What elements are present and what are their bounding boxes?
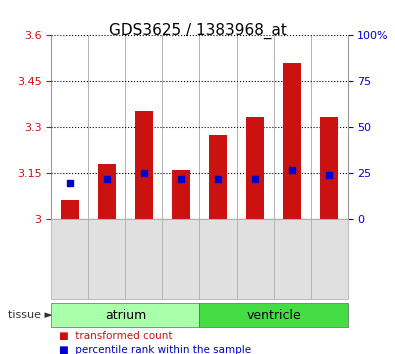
Text: ■  transformed count: ■ transformed count bbox=[59, 331, 173, 341]
Point bbox=[67, 180, 73, 185]
Bar bbox=[283, 63, 301, 219]
Bar bbox=[135, 110, 153, 219]
Point bbox=[252, 176, 258, 182]
Text: ■  percentile rank within the sample: ■ percentile rank within the sample bbox=[59, 346, 251, 354]
Point bbox=[326, 172, 332, 178]
Bar bbox=[209, 135, 227, 219]
Point bbox=[289, 167, 295, 173]
Bar bbox=[320, 117, 339, 219]
Bar bbox=[60, 200, 79, 219]
Point bbox=[178, 176, 184, 182]
Bar bbox=[98, 164, 116, 219]
Point bbox=[215, 176, 221, 182]
Point bbox=[141, 171, 147, 176]
Bar bbox=[172, 170, 190, 219]
Bar bbox=[246, 117, 264, 219]
Text: atrium: atrium bbox=[105, 309, 146, 321]
Text: ventricle: ventricle bbox=[246, 309, 301, 321]
Point bbox=[104, 176, 110, 182]
Text: tissue ►: tissue ► bbox=[8, 310, 53, 320]
Text: GDS3625 / 1383968_at: GDS3625 / 1383968_at bbox=[109, 23, 286, 39]
